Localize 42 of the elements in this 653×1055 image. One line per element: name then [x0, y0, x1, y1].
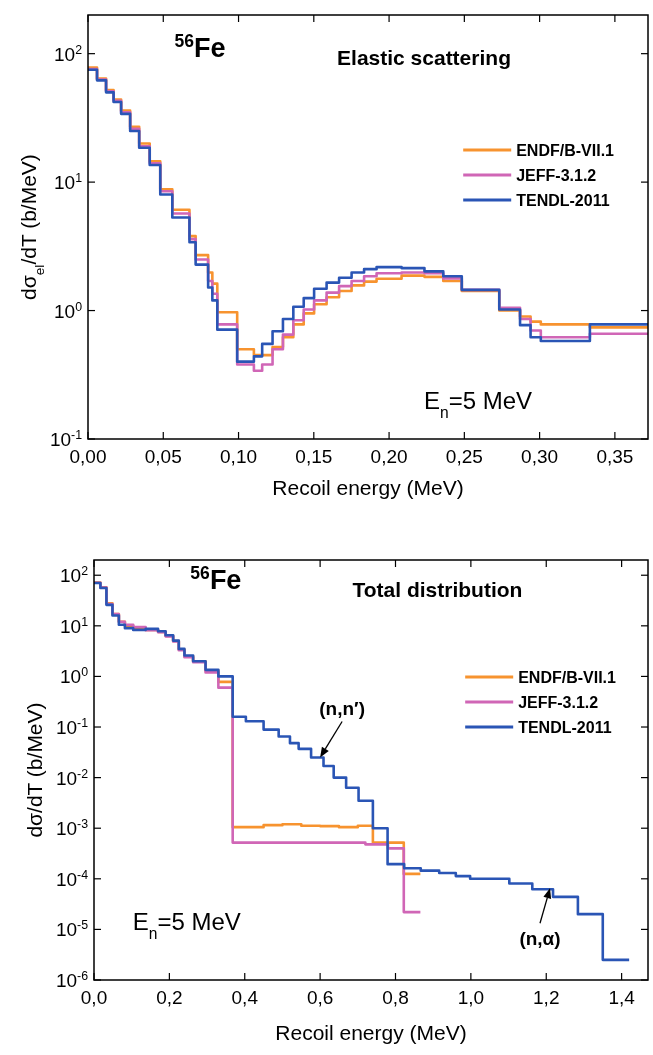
- annotation: $^{56}$Fe: [174, 31, 226, 64]
- y-tick-label: 10$^{1}$: [53, 171, 83, 194]
- x-tick-label: 0,2: [156, 987, 183, 1008]
- x-tick-label: 1,4: [608, 987, 636, 1008]
- y-tick-label: 10$^{-5}$: [55, 918, 89, 941]
- y-tick-label: 10$^{-4}$: [55, 867, 89, 890]
- legend-label: ENDF/B-VII.1: [516, 142, 615, 159]
- x-tick-label: 0,30: [521, 446, 559, 467]
- text: Total distribution: [352, 578, 523, 602]
- annotation: $^{56}$Fe: [190, 563, 242, 596]
- y-tick-label: 10$^{1}$: [59, 614, 89, 637]
- x-tick-label: 0,35: [596, 446, 634, 467]
- y-tick-label: 10$^{2}$: [53, 42, 83, 65]
- annotation: E$_{n}$=5 MeV: [424, 387, 533, 421]
- legend-label: ENDF/B-VII.1: [518, 669, 617, 686]
- x-tick-label: 0,25: [445, 446, 483, 467]
- annotation: (n,α): [519, 928, 561, 950]
- y-tick-label: 10$^{-2}$: [55, 766, 89, 789]
- x-tick-label: 0,6: [306, 987, 334, 1008]
- x-tick-label: 0,05: [144, 446, 182, 467]
- y-tick-label: 10$^{2}$: [59, 564, 89, 587]
- y-tick-label: 10$^{0}$: [53, 299, 83, 322]
- x-axis-title: Recoil energy (MeV): [272, 476, 464, 499]
- x-axis-title: Recoil energy (MeV): [275, 1021, 467, 1044]
- x-tick-label: 0,15: [295, 446, 333, 467]
- legend-label: TENDL-2011: [516, 192, 610, 209]
- x-tick-label: 0,4: [231, 987, 259, 1008]
- x-tick-label: 0,20: [370, 446, 408, 467]
- y-tick-label: 10$^{-3}$: [55, 817, 89, 840]
- annotation: E$_{n}$=5 MeV: [132, 907, 241, 942]
- legend-label: JEFF-3.1.2: [518, 694, 599, 711]
- annotation: (n,n′): [319, 698, 365, 720]
- x-tick-label: 1,2: [533, 987, 560, 1008]
- text: Elastic scattering: [337, 46, 511, 70]
- legend-label: TENDL-2011: [518, 719, 612, 736]
- legend-label: JEFF-3.1.2: [516, 167, 597, 184]
- y-tick-label: 10$^{0}$: [59, 665, 89, 688]
- x-tick-label: 0,10: [220, 446, 258, 467]
- x-tick-label: 0,8: [382, 987, 409, 1008]
- x-tick-label: 1,0: [457, 987, 485, 1008]
- y-tick-label: 10$^{-1}$: [55, 716, 89, 739]
- y-axis-title: dσ/dT (b/MeV): [23, 702, 46, 838]
